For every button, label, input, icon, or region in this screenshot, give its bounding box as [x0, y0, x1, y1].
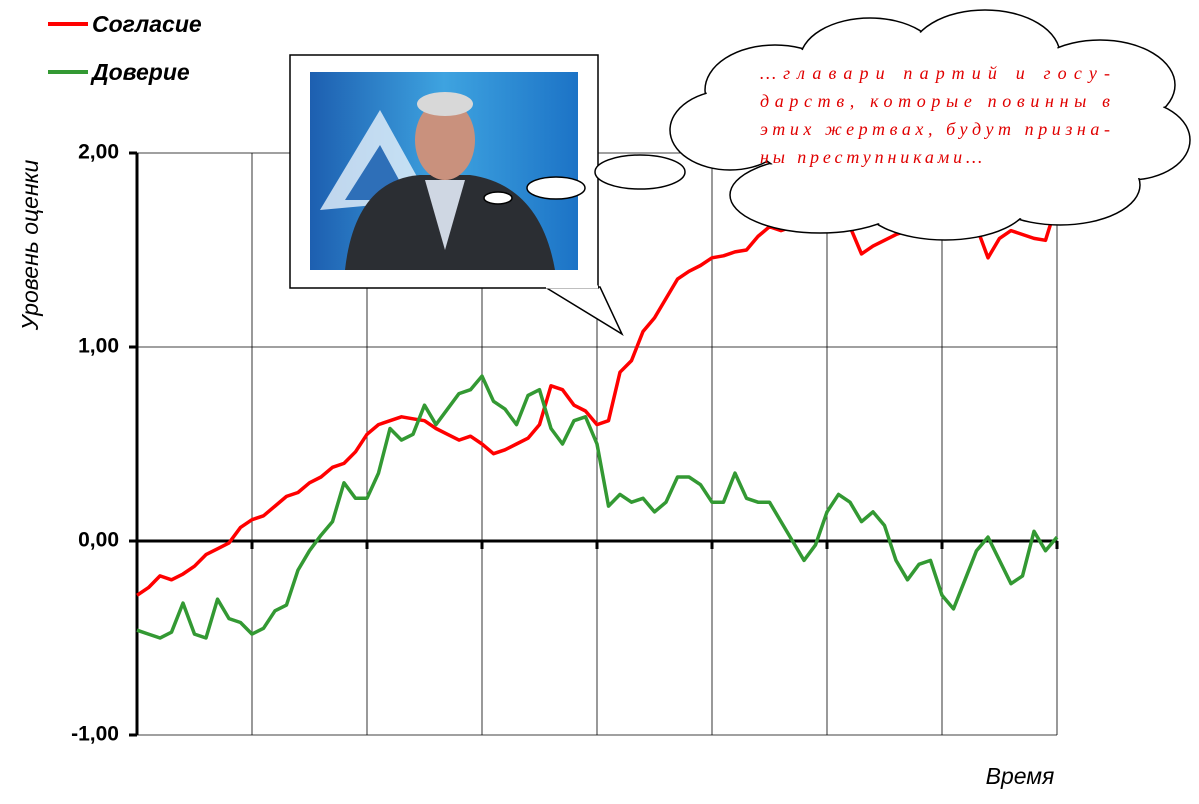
speech-cloud	[669, 9, 1191, 241]
y-tick-label: 0,00	[78, 529, 119, 552]
y-tick-label: -1,00	[71, 723, 119, 746]
y-tick-label: 2,00	[78, 141, 119, 164]
y-axis-label: Уровень оценки	[17, 160, 43, 332]
y-tick-label: 1,00	[78, 335, 119, 358]
photo-callout	[289, 54, 624, 336]
legend: Согласие Доверие	[48, 11, 202, 85]
cloud-fill	[746, 51, 1104, 199]
legend-label: Доверие	[90, 59, 190, 85]
quote-line: …главари партий и госу-	[760, 63, 1110, 83]
legend-label: Согласие	[92, 11, 202, 37]
x-axis-label: Время	[986, 763, 1055, 789]
series-line	[136, 374, 1059, 640]
thought-bubble	[483, 154, 686, 205]
